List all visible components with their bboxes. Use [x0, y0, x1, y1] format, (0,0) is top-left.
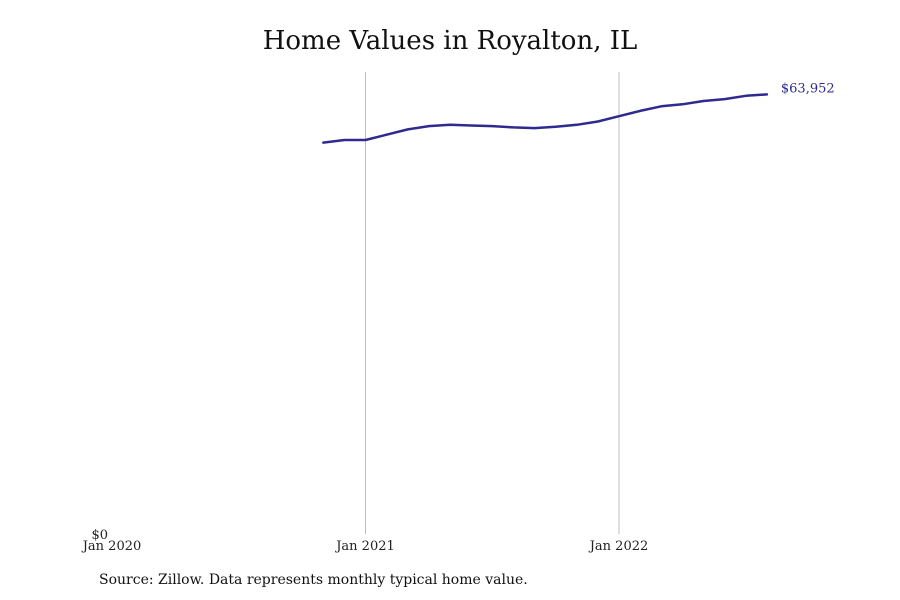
axis-labels: Jan 2020 Jan 2021 Jan 2022 $0	[81, 528, 649, 554]
end-value-label: $63,952	[781, 81, 835, 96]
series-layer: $63,952	[322, 81, 835, 144]
gridlines	[365, 72, 620, 534]
x-tick-label: Jan 2022	[588, 539, 649, 554]
chart-title: Home Values in Royalton, IL	[262, 26, 638, 56]
x-tick-label: Jan 2020	[81, 539, 142, 554]
y-tick-label: $0	[91, 528, 108, 543]
x-tick-label: Jan 2021	[334, 539, 395, 554]
source-note: Source: Zillow. Data represents monthly …	[99, 572, 528, 588]
home-value-line	[322, 93, 769, 144]
